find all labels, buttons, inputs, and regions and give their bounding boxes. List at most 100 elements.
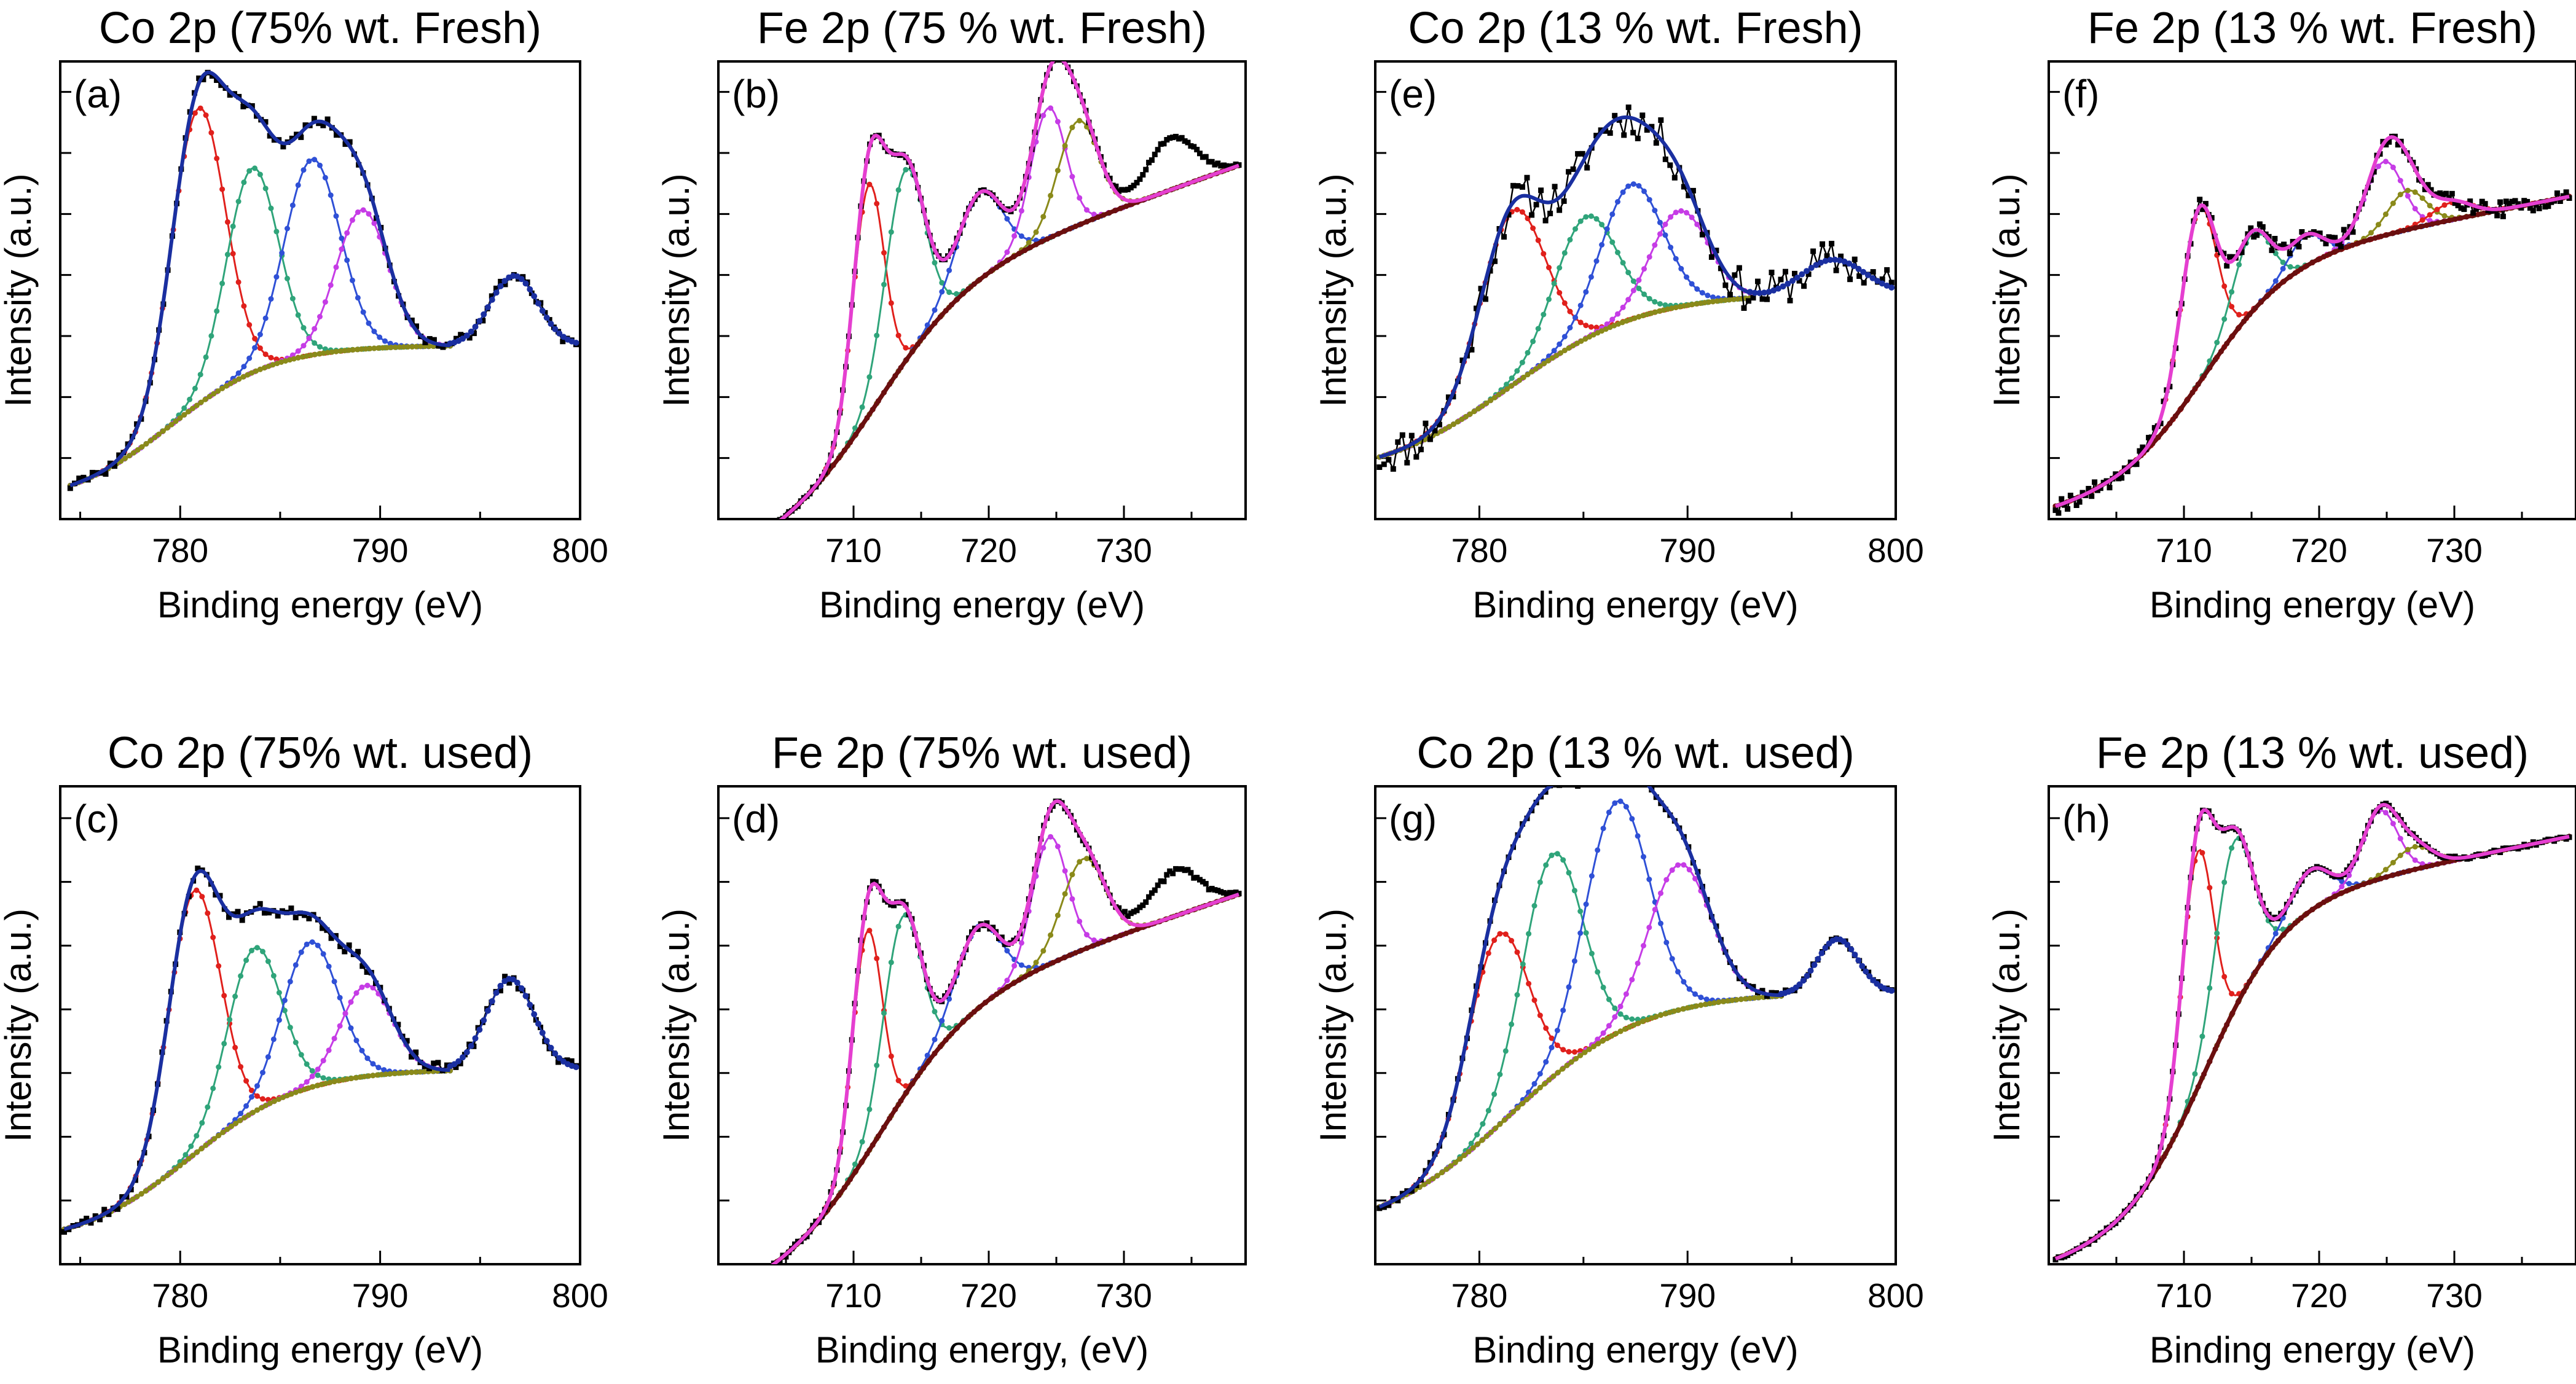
satellite-markers-point [493, 289, 500, 296]
background-markers-point [229, 1124, 235, 1129]
satellite-markers-point [489, 998, 495, 1004]
background-markers-point [892, 373, 898, 379]
background-markers-point [384, 345, 390, 351]
background-markers-point [2378, 233, 2384, 240]
fit-component-4-markers-point [1040, 845, 1046, 851]
raw-data-point [320, 122, 326, 128]
raw-data-point [1759, 296, 1765, 302]
fit-component-3-markers-point [285, 225, 290, 232]
fit-component-3-markers-point [1018, 962, 1024, 968]
raw-data-point [1233, 162, 1239, 167]
background-markers-point [994, 991, 1000, 997]
chart-title: Co 2p (13 % wt. Fresh) [1408, 4, 1863, 53]
background-markers-point [143, 441, 149, 447]
plot-frame [2048, 785, 2576, 1265]
fit-component-2-markers-point [881, 1010, 887, 1016]
fit-component-5-markers-point [765, 527, 771, 533]
raw-data-point [209, 73, 215, 79]
fit-component-4-markers-point [1077, 195, 1083, 201]
fit-component-3-markers-point [353, 1038, 359, 1044]
background-markers-point [1027, 244, 1034, 251]
plot-frame [717, 785, 1247, 1265]
background-markers-point [1504, 386, 1510, 392]
fit-component-2-markers-point [1502, 1048, 1509, 1054]
fit-component-4-markers-point [744, 541, 749, 547]
raw-data-point [1176, 136, 1182, 142]
fit-component-4-markers-point [758, 1270, 764, 1276]
raw-data-point [2134, 461, 2140, 467]
fit-component-1-markers-point [224, 219, 230, 225]
fit-component-4-markers-point [2397, 178, 2403, 184]
raw-data-point [1221, 162, 1227, 168]
fit-component-2-markers-point [1652, 299, 1658, 305]
background-markers-point [396, 1070, 402, 1076]
fit-component-4-markers-point [1018, 940, 1024, 946]
raw-data-point [2482, 201, 2488, 207]
background-markers-point [324, 350, 331, 356]
fit-component-1-markers-point [210, 934, 216, 940]
satellite-markers-point [489, 297, 495, 303]
background-markers-point [1483, 400, 1490, 406]
fit-component-4-markers-point [360, 207, 366, 213]
raw-data-point [342, 948, 348, 955]
fit-component-3-markers-point [1652, 208, 1658, 214]
background-markers-point [237, 1117, 243, 1124]
raw-data-point [1164, 872, 1170, 878]
background-markers-point [392, 344, 398, 350]
chart-panel-g: Co 2p (13 % wt. used)(g)780 790 800Binding… [1313, 729, 1924, 1370]
background-markers-point [181, 1159, 187, 1165]
satellite-markers-point [539, 307, 546, 314]
fit-component-4-markers-point [1686, 867, 1692, 873]
fit-component-2-markers-point [243, 957, 249, 963]
background-markers-point [417, 343, 423, 350]
panel-label: (h) [2062, 797, 2110, 841]
fit-component-1-markers-point [1566, 1049, 1572, 1055]
fit-component-1-markers-point [2229, 303, 2235, 310]
fit-component-1-markers-point [230, 251, 236, 257]
raw-data-point [2440, 192, 2446, 198]
raw-data-point [2335, 241, 2341, 247]
background-markers-point [1600, 1038, 1606, 1044]
fit-component-4-markers-point [1629, 977, 1635, 983]
fit-component-2-markers-point [1557, 265, 1563, 271]
fit-component-4-markers-point [1625, 297, 1632, 303]
raw-data-point [1478, 286, 1484, 292]
background-markers-point [898, 365, 904, 370]
background-markers-point [769, 525, 774, 530]
fit-envelope [2055, 135, 2570, 508]
raw-data-point [2350, 229, 2356, 235]
fit-component-3-markers-point [298, 949, 304, 955]
background-markers-point [164, 425, 170, 431]
raw-data-point [2113, 471, 2119, 477]
raw-data-point [732, 1284, 737, 1290]
fit-component-1 [64, 889, 450, 1230]
background-markers-point [1134, 926, 1141, 932]
background-markers-point [1500, 389, 1506, 395]
background-markers-point [1684, 1005, 1690, 1011]
fit-component-3-markers-point [2339, 878, 2345, 885]
raw-data-point [1667, 162, 1673, 168]
fit-component-2-markers-point [2221, 879, 2228, 885]
raw-data-point [413, 1049, 419, 1055]
raw-data-point [1197, 877, 1203, 883]
background-markers-point [1524, 1097, 1530, 1103]
fit-component-2-markers-point [1617, 1011, 1624, 1017]
raw-data-point [1884, 267, 1890, 273]
background-markers-point [1084, 219, 1090, 225]
fit-component-4-markers-point [295, 348, 301, 354]
raw-data-point [106, 1211, 112, 1218]
panel-label: (a) [74, 72, 122, 116]
raw-data-point [1552, 184, 1558, 190]
fit-envelope [1378, 786, 1781, 1209]
fit-component-2-markers-point [1509, 375, 1515, 381]
fit-component-1-markers-point [903, 1083, 909, 1089]
background-markers-point [746, 540, 752, 545]
fit-component-4-markers-point [359, 984, 365, 990]
chart-title: Co 2p (75% wt. used) [108, 729, 533, 778]
fit-component-3-markers-point [1692, 991, 1698, 997]
background-markers-point [1506, 1113, 1512, 1119]
fit-component-3-markers-point [360, 309, 366, 315]
raw-data-point [235, 909, 241, 915]
background-markers-point [2321, 254, 2327, 260]
fit-component-2-markers-point [289, 295, 296, 302]
